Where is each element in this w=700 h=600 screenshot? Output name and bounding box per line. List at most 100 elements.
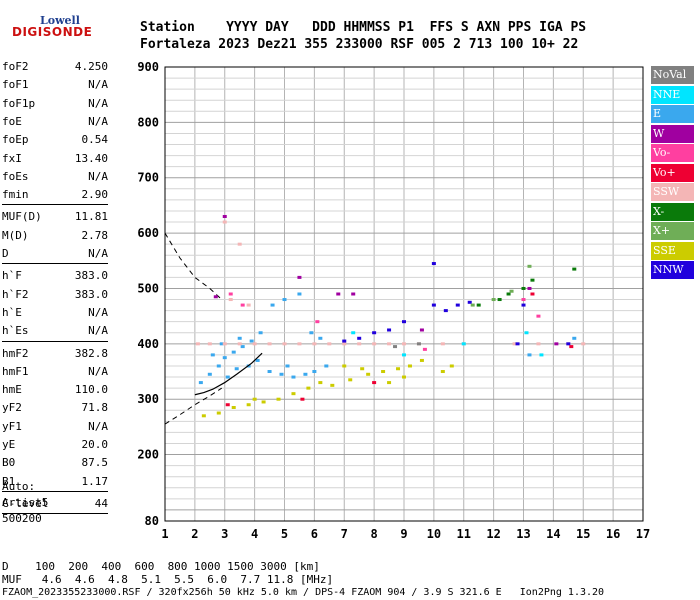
param-name: D (2, 247, 9, 260)
data-point (366, 372, 371, 376)
data-point (231, 350, 236, 354)
data-point (252, 342, 257, 346)
param-row: yE 20.0 (2, 438, 108, 454)
param-row: yF2 71.8 (2, 401, 108, 417)
data-point (291, 375, 296, 379)
station-header-values: Fortaleza 2023 Dez21 355 233000 RSF 005 … (140, 37, 579, 52)
param-separator (2, 263, 108, 265)
data-point (270, 303, 275, 307)
param-value: 2.90 (81, 188, 109, 202)
data-point (372, 381, 377, 385)
data-point (297, 275, 302, 279)
data-point (431, 303, 436, 307)
data-point (216, 364, 221, 368)
data-point (419, 358, 424, 362)
data-point (443, 309, 448, 313)
data-point (219, 342, 224, 346)
legend-item: NNE (651, 85, 694, 104)
data-point (303, 372, 308, 376)
legend-item: E (651, 105, 694, 123)
data-point (222, 214, 227, 218)
file-info-footer: FZAOM_2023355233000.RSF / 320fx256h 50 k… (2, 587, 605, 598)
param-row: h`E N/A (2, 306, 108, 322)
autoscaling-label: Auto: (2, 480, 36, 493)
data-point (527, 286, 532, 290)
data-point (524, 331, 529, 335)
data-point (249, 339, 254, 343)
data-point (237, 342, 242, 346)
param-row: foF1 N/A (2, 78, 108, 94)
param-value: N/A (88, 247, 108, 260)
data-point (476, 303, 481, 307)
data-point (512, 342, 517, 346)
param-value: N/A (88, 78, 108, 92)
param-row: foEs N/A (2, 170, 108, 186)
data-point (330, 383, 335, 387)
param-row: yF1 N/A (2, 420, 108, 436)
data-point (222, 220, 227, 224)
data-point (297, 342, 302, 346)
data-point (252, 397, 257, 401)
param-row: foEp 0.54 (2, 133, 108, 149)
data-point (228, 292, 233, 296)
data-point (521, 298, 526, 302)
data-point (237, 242, 242, 246)
data-point (285, 364, 290, 368)
data-point (467, 300, 472, 304)
param-value: 20.0 (81, 438, 109, 451)
muf-row: MUF 4.6 4.6 4.8 5.1 5.5 6.0 7.7 11.8 [MH… (2, 573, 334, 586)
data-point (407, 364, 412, 368)
param-value: 4.250 (74, 60, 108, 73)
param-value: 13.40 (74, 151, 108, 165)
param-name: foE (2, 114, 22, 128)
param-value: N/A (88, 305, 108, 319)
x-tick-label: 5 (281, 527, 288, 541)
brand-logo-digisonde: DIGISONDE (12, 25, 93, 39)
x-tick-label: 15 (576, 527, 590, 541)
data-point (237, 336, 242, 340)
data-point (312, 370, 317, 374)
data-point (431, 262, 436, 266)
x-tick-label: 14 (546, 527, 560, 541)
data-point (348, 378, 353, 382)
param-name: foEp (2, 133, 29, 147)
x-tick-label: 10 (427, 527, 441, 541)
param-value: 44 (94, 496, 108, 510)
data-point (416, 342, 421, 346)
param-separator (2, 204, 108, 206)
param-row: B0 87.5 (2, 456, 108, 472)
param-name: yF2 (2, 401, 22, 415)
y-tick-label: 800 (137, 115, 159, 129)
data-point (216, 411, 221, 415)
param-name: fxI (2, 151, 22, 165)
param-name: C-level (2, 496, 49, 510)
param-value: 87.5 (81, 456, 109, 470)
param-name: MUF(D) (2, 210, 42, 224)
param-value: 1.17 (81, 474, 109, 488)
station-header-labels: Station YYYY DAY DDD HHMMSS P1 FFS S AXN… (140, 20, 587, 35)
data-point (387, 328, 392, 332)
param-name: foEs (2, 169, 29, 183)
data-point (402, 342, 406, 346)
param-name: yF1 (2, 419, 22, 433)
data-point (396, 367, 401, 371)
data-point (336, 292, 341, 296)
data-point (491, 298, 496, 302)
y-tick-label: 400 (137, 337, 159, 351)
x-tick-label: 12 (486, 527, 500, 541)
ionogram-chart: 1 2 3 4 5 6 7 8 9 10 11 12 13 14 15 16 17802003004005006… (137, 60, 650, 541)
data-point (324, 364, 329, 368)
legend-item: W (651, 124, 694, 143)
data-point (222, 342, 227, 346)
x-tick-label: 9 (400, 527, 407, 541)
param-separator (2, 513, 108, 515)
data-point (419, 328, 424, 332)
data-point (527, 353, 532, 357)
plot-frame (164, 66, 644, 522)
param-value: N/A (88, 364, 108, 378)
dashed-limit-upper (164, 232, 223, 300)
data-point (258, 331, 263, 335)
data-point (282, 298, 287, 302)
data-point (246, 303, 251, 307)
param-value: 11.81 (74, 210, 108, 224)
